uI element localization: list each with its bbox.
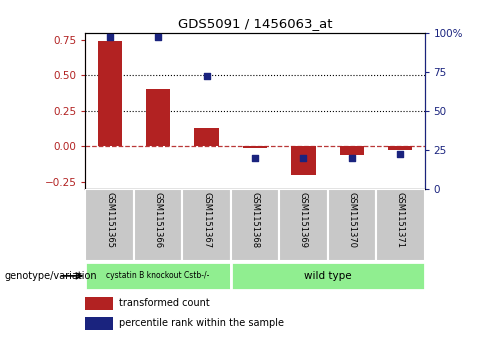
- Bar: [376, 189, 425, 261]
- Text: transformed count: transformed count: [120, 298, 210, 309]
- Bar: [340, 146, 364, 155]
- Text: genotype/variation: genotype/variation: [5, 271, 98, 281]
- Bar: [243, 146, 267, 148]
- Text: cystatin B knockout Cstb-/-: cystatin B knockout Cstb-/-: [106, 272, 210, 280]
- Bar: [388, 146, 412, 150]
- Point: [251, 155, 259, 160]
- Point: [348, 155, 356, 160]
- Point: [106, 34, 114, 40]
- Text: wild type: wild type: [304, 271, 351, 281]
- Bar: [231, 189, 279, 261]
- Bar: [279, 189, 327, 261]
- Bar: [98, 41, 122, 146]
- Point: [300, 155, 307, 160]
- Text: GSM1151367: GSM1151367: [202, 192, 211, 249]
- Text: GSM1151368: GSM1151368: [250, 192, 260, 249]
- Bar: [183, 189, 231, 261]
- Text: GSM1151369: GSM1151369: [299, 192, 308, 248]
- Text: GSM1151366: GSM1151366: [154, 192, 163, 249]
- Text: GSM1151371: GSM1151371: [396, 192, 405, 248]
- Text: GSM1151370: GSM1151370: [347, 192, 356, 248]
- Bar: [327, 189, 376, 261]
- Bar: [146, 89, 170, 146]
- Bar: [134, 189, 183, 261]
- Bar: [85, 317, 113, 330]
- Bar: [231, 262, 425, 290]
- Bar: [85, 297, 113, 310]
- Point: [396, 151, 404, 157]
- Bar: [291, 146, 316, 175]
- Bar: [194, 128, 219, 146]
- Text: percentile rank within the sample: percentile rank within the sample: [120, 318, 285, 328]
- Title: GDS5091 / 1456063_at: GDS5091 / 1456063_at: [178, 17, 332, 30]
- Point: [154, 34, 162, 40]
- Text: GSM1151365: GSM1151365: [105, 192, 114, 248]
- Bar: [85, 262, 231, 290]
- Bar: [85, 189, 134, 261]
- Point: [203, 73, 210, 79]
